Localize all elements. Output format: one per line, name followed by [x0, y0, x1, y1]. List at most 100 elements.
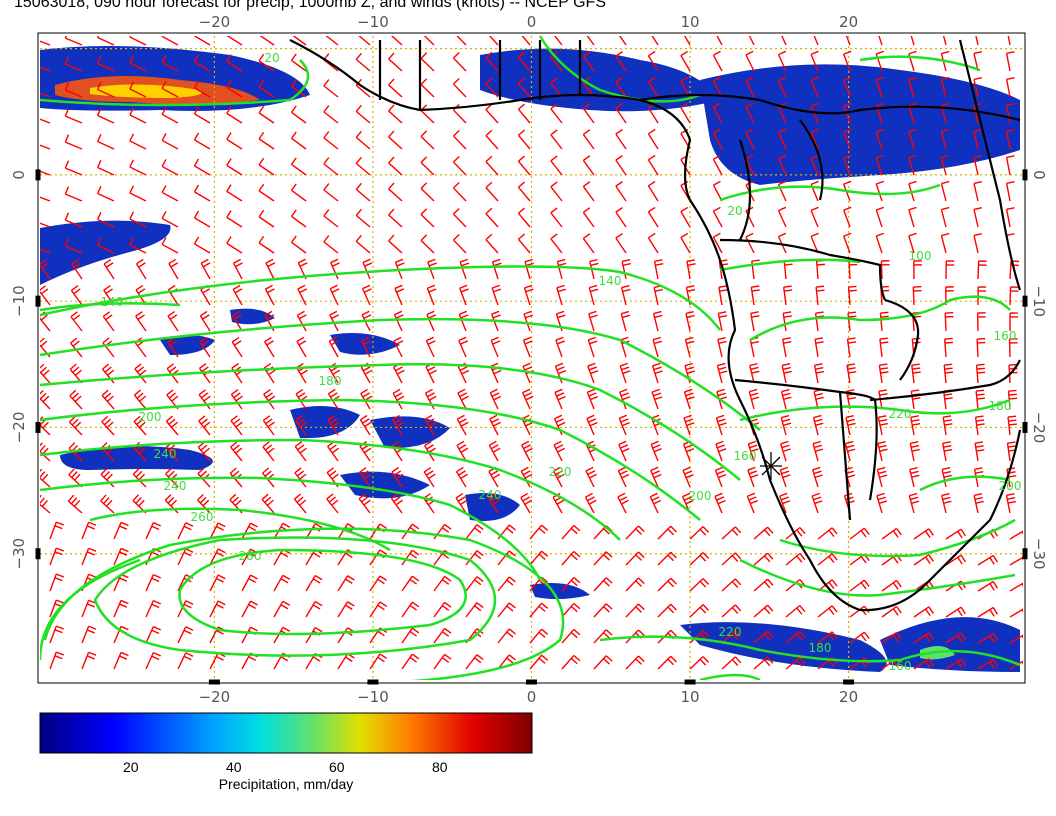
- wind-barb: [1005, 103, 1015, 124]
- wind-barb: [358, 467, 372, 488]
- wind-barb: [241, 522, 258, 540]
- wind-barb: [296, 336, 307, 358]
- wind-barb: [258, 53, 275, 72]
- wind-barb: [683, 414, 695, 436]
- lon-tick-top: 0: [527, 13, 537, 31]
- wind-barb: [433, 523, 452, 540]
- wind-barb: [491, 258, 502, 280]
- wind-barb: [973, 232, 982, 254]
- wind-barb: [652, 336, 663, 358]
- wind-barb: [753, 630, 774, 644]
- wind-barb: [488, 440, 501, 462]
- wind-barb: [226, 54, 243, 72]
- wind-barb: [232, 284, 243, 306]
- wind-barb: [230, 389, 243, 410]
- wind-barb: [878, 36, 883, 46]
- wind-barb: [40, 494, 51, 514]
- wind-barb: [457, 388, 469, 410]
- wind-barb: [358, 493, 371, 514]
- wind-barb: [550, 181, 563, 202]
- wind-barb: [780, 440, 791, 462]
- wind-barb: [323, 131, 339, 150]
- wind-barb: [40, 66, 51, 72]
- wind-barb: [810, 102, 819, 124]
- wind-barb: [973, 128, 982, 150]
- wind-barb: [908, 232, 917, 254]
- wind-barb: [96, 36, 115, 46]
- wind-barb: [265, 258, 276, 280]
- wind-barb: [424, 414, 437, 436]
- lat-tick-left: −30: [10, 538, 28, 570]
- wind-barb: [465, 654, 484, 670]
- wind-barb: [975, 389, 985, 410]
- wind-barb: [193, 132, 211, 150]
- wind-barb: [145, 599, 161, 618]
- wind-barb: [491, 284, 502, 306]
- wind-barb: [355, 52, 371, 72]
- wind-barb: [813, 363, 825, 384]
- wind-barb: [944, 337, 954, 358]
- lat-tick-right: −30: [1030, 538, 1048, 570]
- wind-barb: [177, 548, 194, 566]
- wind-barb: [232, 258, 243, 280]
- wind-barb: [459, 258, 470, 280]
- wind-barb: [593, 577, 613, 592]
- wind-barb: [753, 552, 774, 566]
- wind-barb: [745, 76, 755, 98]
- wind-barb: [521, 388, 534, 410]
- wind-barb: [129, 107, 147, 124]
- wind-barb: [843, 102, 852, 124]
- wind-barb: [650, 440, 662, 462]
- wind-barb: [875, 76, 885, 98]
- wind-barb: [452, 129, 467, 150]
- wind-barb: [875, 128, 885, 150]
- wind-barb: [522, 336, 533, 358]
- wind-barb: [420, 234, 435, 254]
- wind-barb: [779, 492, 791, 514]
- contour-label: 220: [719, 625, 742, 639]
- wind-barb: [456, 440, 469, 462]
- wind-barb: [647, 76, 659, 98]
- wind-barb: [452, 51, 467, 72]
- wind-barb: [198, 415, 211, 436]
- wind-barb: [815, 285, 825, 306]
- wind-barb: [390, 36, 403, 46]
- wind-barb: [40, 196, 51, 202]
- wind-barb: [652, 310, 663, 332]
- wind-barb: [976, 337, 986, 358]
- wind-barb: [258, 157, 275, 176]
- wind-barb: [1007, 389, 1018, 410]
- wind-barb: [817, 631, 838, 644]
- wind-barb: [49, 521, 65, 540]
- wind-barb: [420, 156, 435, 176]
- wind-barb: [391, 467, 404, 488]
- wind-barb: [908, 206, 917, 228]
- lat-tickmark: [1022, 548, 1028, 560]
- wind-barb: [785, 604, 806, 618]
- wind-barb: [621, 259, 631, 280]
- wind-barb: [721, 552, 742, 566]
- wind-barb: [369, 653, 387, 670]
- wind-barb: [113, 547, 129, 566]
- wind-barb: [1005, 51, 1015, 72]
- wind-barb: [199, 310, 211, 332]
- wind-barb: [781, 388, 792, 410]
- wind-barb: [329, 284, 340, 306]
- wind-barb: [258, 235, 275, 254]
- wind-barb: [226, 210, 243, 228]
- wind-barb: [783, 285, 793, 306]
- wind-barb: [908, 76, 917, 98]
- wind-barb: [330, 258, 340, 280]
- wind-barb: [226, 80, 243, 98]
- wind-barb: [561, 550, 581, 566]
- wind-barb: [337, 601, 355, 618]
- wind-barb: [355, 78, 371, 98]
- wind-barb: [40, 40, 51, 46]
- colorbar-tick: 40: [226, 759, 242, 775]
- wind-barb: [226, 158, 243, 176]
- wind-barb: [420, 78, 435, 98]
- wind-barb: [712, 128, 723, 150]
- wind-barb: [392, 414, 405, 436]
- wind-barb: [782, 311, 792, 332]
